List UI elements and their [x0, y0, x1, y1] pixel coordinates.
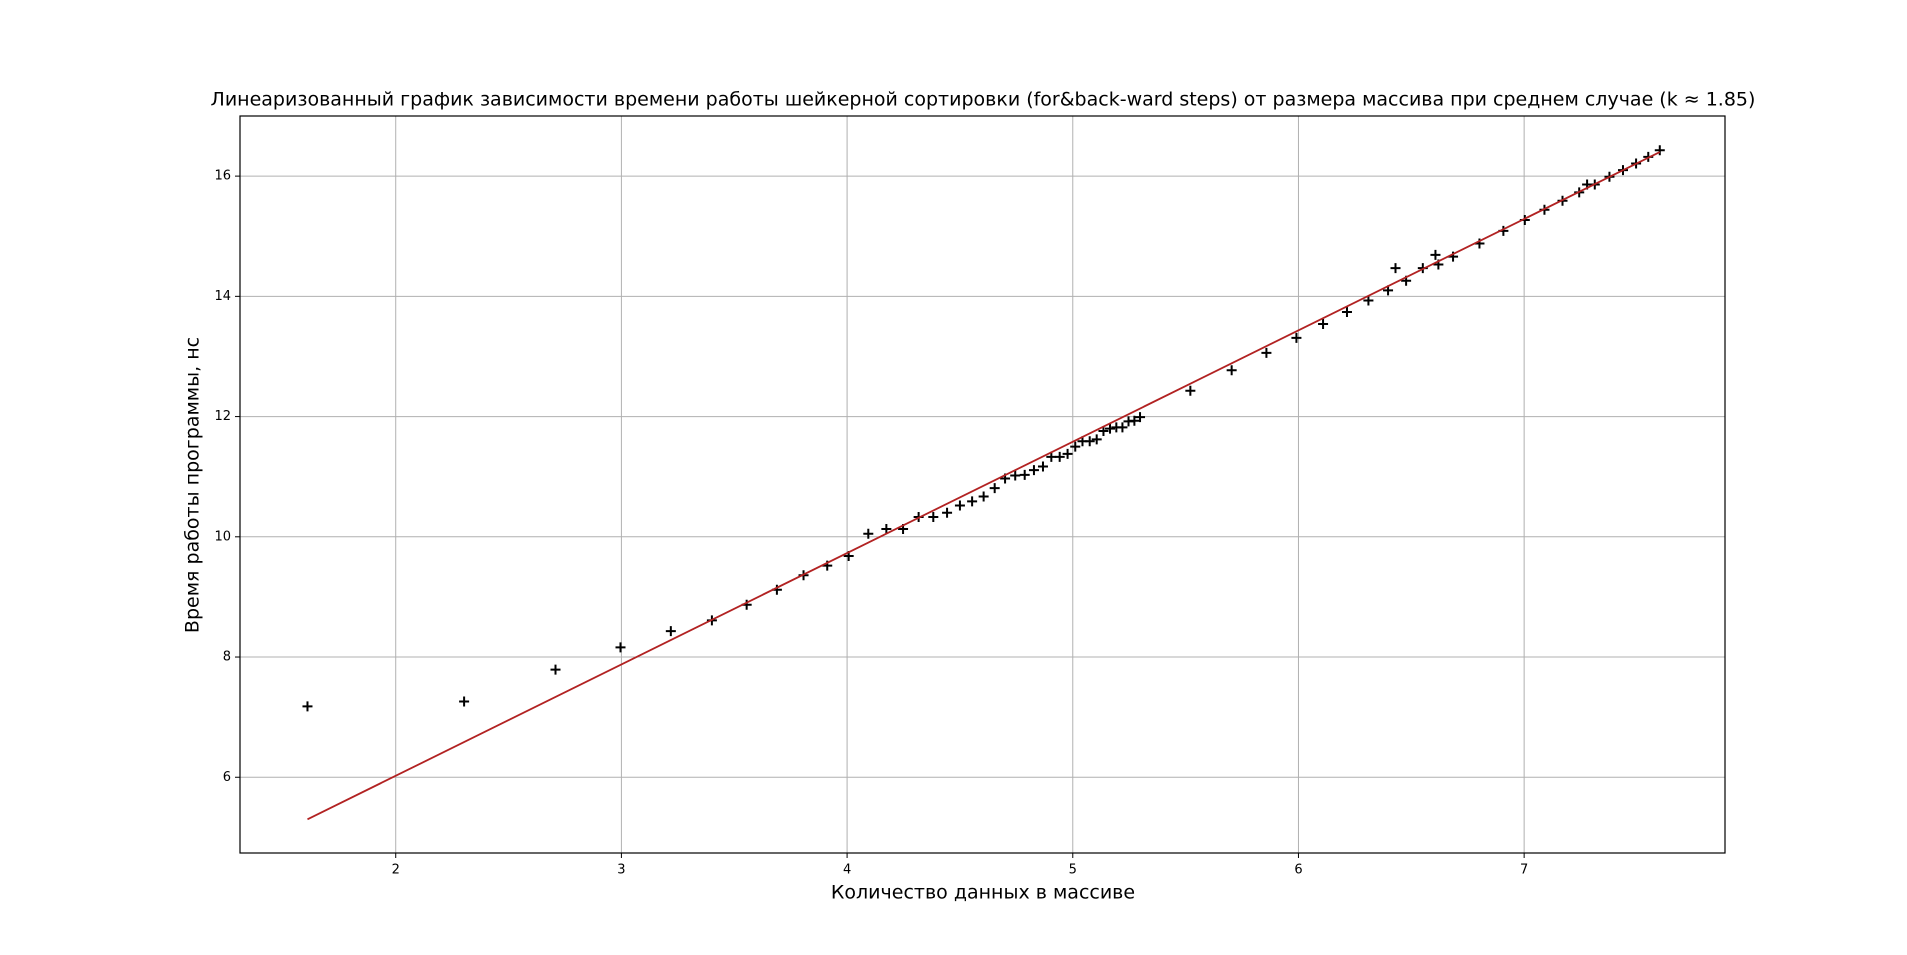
y-tick-label: 8 [223, 650, 231, 665]
x-tick-label: 3 [617, 863, 625, 878]
scatter-point [615, 642, 626, 653]
scatter-point [967, 496, 978, 507]
y-tick-label: 12 [214, 409, 231, 424]
x-tick-label: 4 [843, 863, 851, 878]
scatter-point [1028, 465, 1039, 476]
scatter-point [863, 528, 874, 539]
scatter-point [1105, 423, 1116, 434]
scatter-point [954, 500, 965, 511]
y-tick-label: 10 [214, 529, 231, 544]
scatter-point [550, 664, 561, 675]
scatter-point [978, 491, 989, 502]
plot-frame [239, 115, 1726, 854]
scatter-point [928, 511, 939, 522]
x-tick-label: 5 [1069, 863, 1077, 878]
scatter-point [1037, 461, 1048, 472]
scatter-point [1318, 318, 1329, 329]
scatter-point [1341, 306, 1352, 317]
scatter-point [1291, 332, 1302, 343]
scatter-point [1054, 451, 1065, 462]
scatter-point [1084, 436, 1095, 447]
scatter-point [302, 701, 313, 712]
scatter-point [1019, 469, 1030, 480]
y-axis-label: Время работы программы, нс [182, 337, 204, 633]
scatter-point [1430, 249, 1441, 260]
scatter-point [1135, 412, 1146, 423]
scatter-point [1185, 385, 1196, 396]
scatter-point [1070, 441, 1081, 452]
scatter-point [1010, 470, 1021, 481]
y-tick-label: 16 [214, 169, 231, 184]
scatter-point [989, 483, 1000, 494]
scatter-point [1390, 263, 1401, 274]
scatter-point [1098, 425, 1109, 436]
x-tick-label: 7 [1520, 863, 1528, 878]
scatter-point [665, 626, 676, 637]
scatter-point [1062, 448, 1073, 459]
x-axis-label: Количество данных в массиве [831, 882, 1135, 904]
x-tick-label: 6 [1294, 863, 1302, 878]
scatter-point [881, 523, 892, 534]
scatter-point [1117, 422, 1128, 433]
scatter-point [1226, 365, 1237, 376]
scatter-point [1091, 434, 1102, 445]
scatter-point [942, 507, 953, 518]
y-tick-label: 14 [214, 289, 231, 304]
fit-line [307, 151, 1661, 821]
scatter-point [1654, 145, 1665, 156]
scatter-point [1261, 347, 1272, 358]
y-tick-label: 6 [223, 770, 231, 785]
scatter-point [1363, 295, 1374, 306]
scatter-point [1046, 451, 1057, 462]
x-tick-label: 2 [392, 863, 400, 878]
scatter-point [1129, 415, 1140, 426]
scatter-point [459, 696, 470, 707]
chart-title: Линеаризованный график зависимости време… [211, 89, 1756, 111]
